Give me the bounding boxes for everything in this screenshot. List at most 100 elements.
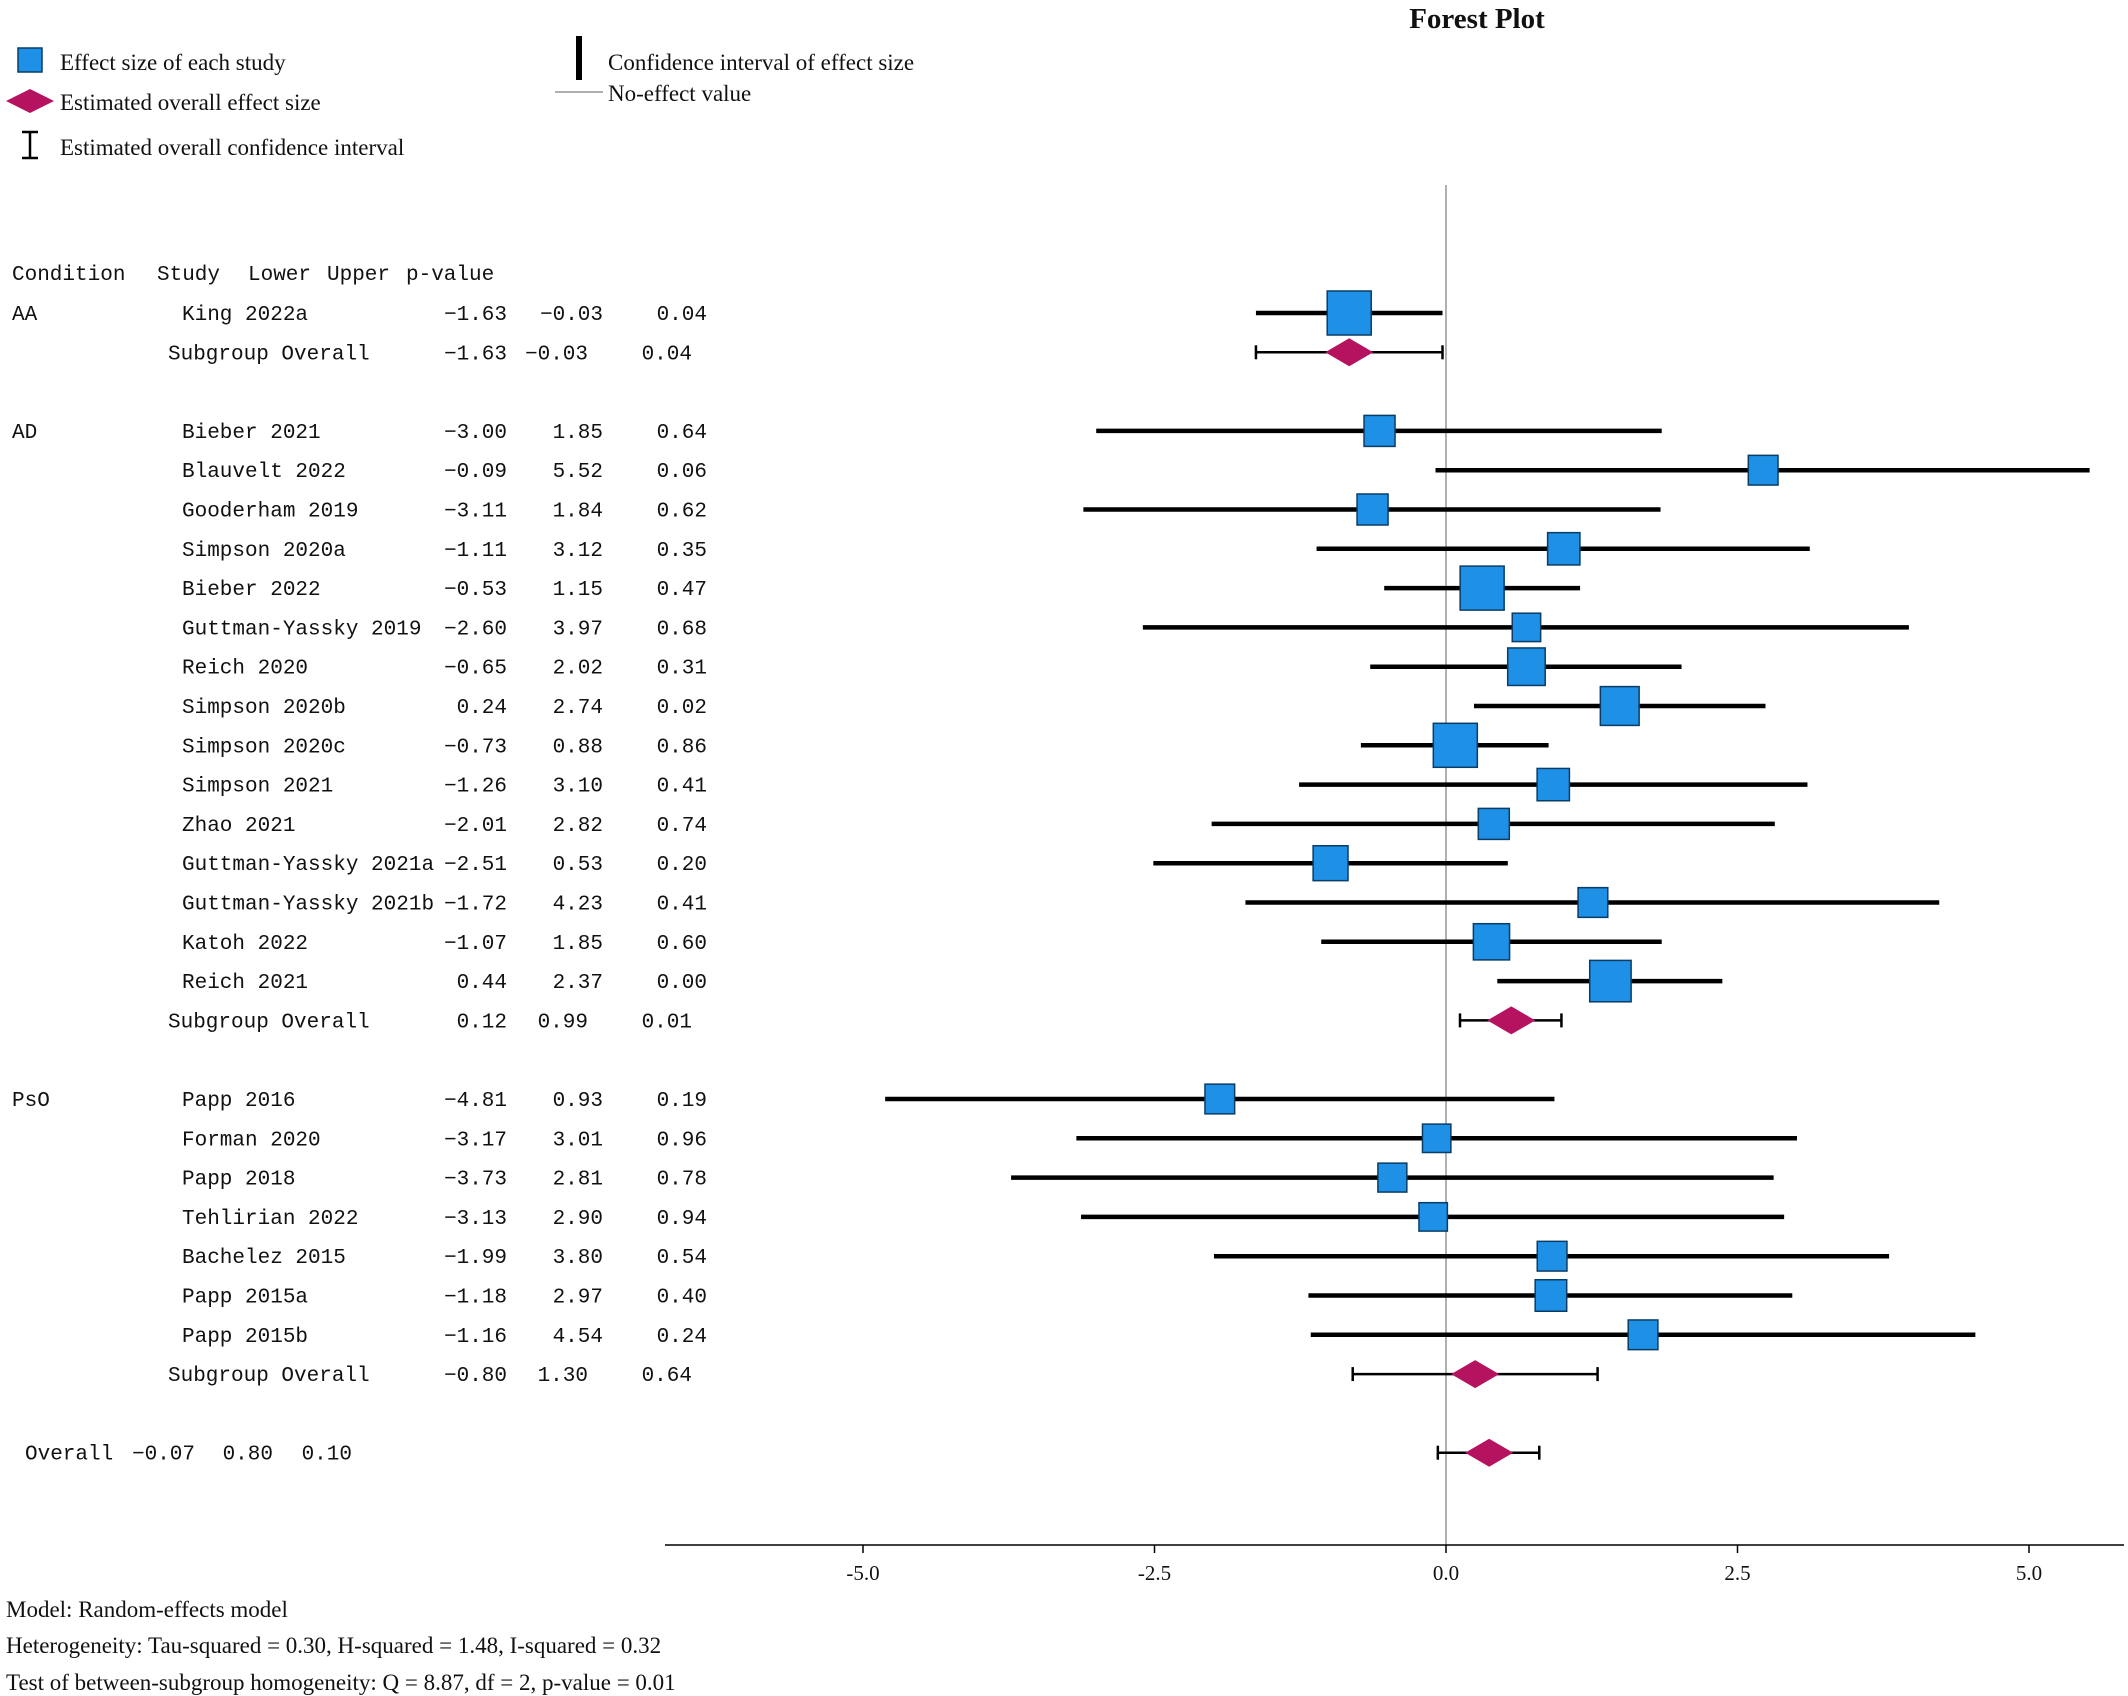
study-p-value: 0.78 xyxy=(657,1169,707,1192)
study-effect-marker xyxy=(1421,1123,1452,1154)
subgroup-lower: 0.12 xyxy=(457,1011,507,1034)
study-lower: −2.01 xyxy=(444,815,507,838)
study-p-value: 0.68 xyxy=(657,618,707,641)
study-upper: 0.88 xyxy=(553,736,603,759)
study-p-value: 0.41 xyxy=(657,894,707,917)
study-row: AA King 2022a −1.63 −0.03 0.04 xyxy=(12,290,1443,336)
subgroup-lower: −0.80 xyxy=(444,1365,507,1388)
legend-overall-effect-label: Estimated overall effect size xyxy=(60,90,321,115)
study-p-value: 0.19 xyxy=(657,1090,707,1113)
study-row: Simpson 2020c −0.73 0.88 0.86 xyxy=(182,722,1549,769)
study-name: Papp 2018 xyxy=(182,1169,295,1192)
study-effect-marker xyxy=(1588,959,1632,1003)
study-upper: 4.54 xyxy=(553,1326,603,1349)
study-effect-marker xyxy=(1377,1162,1408,1193)
legend-overall-ci-marker xyxy=(22,130,38,160)
study-p-value: 0.64 xyxy=(657,422,707,445)
subgroup-upper: −0.03 xyxy=(525,343,588,366)
study-name: Guttman-Yassky 2021b xyxy=(182,894,434,917)
study-p-value: 0.86 xyxy=(657,736,707,759)
study-row: Simpson 2020a −1.11 3.12 0.35 xyxy=(182,531,1810,566)
study-upper: 5.52 xyxy=(553,461,603,484)
study-effect-marker xyxy=(1747,454,1779,486)
legend: Effect size of each study Estimated over… xyxy=(6,36,914,160)
study-effect-marker xyxy=(1599,685,1640,727)
subgroup-p-value: 0.64 xyxy=(642,1365,692,1388)
study-name: Reich 2020 xyxy=(182,658,308,681)
study-row: Simpson 2021 −1.26 3.10 0.41 xyxy=(182,767,1808,802)
study-upper: 1.85 xyxy=(553,933,603,956)
study-lower: −1.26 xyxy=(444,776,507,799)
study-p-value: 0.40 xyxy=(657,1287,707,1310)
study-name: Guttman-Yassky 2021a xyxy=(182,854,434,877)
study-lower: −1.18 xyxy=(444,1287,507,1310)
study-effect-marker xyxy=(1534,1278,1568,1313)
study-lower: −1.99 xyxy=(444,1247,507,1270)
study-upper: 2.02 xyxy=(553,658,603,681)
footer-heterogeneity: Heterogeneity: Tau-squared = 0.30, H-squ… xyxy=(6,1633,661,1658)
subgroup-overall-row: Subgroup Overall −0.80 1.30 0.64 xyxy=(168,1360,1599,1389)
study-effect-marker xyxy=(1326,290,1372,336)
study-effect-marker xyxy=(1477,807,1511,841)
study-lower: −3.73 xyxy=(444,1169,507,1192)
header-upper: Upper xyxy=(327,264,390,287)
study-name: Forman 2020 xyxy=(182,1129,321,1152)
study-p-value: 0.41 xyxy=(657,776,707,799)
study-lower: −1.63 xyxy=(444,304,507,327)
study-effect-marker xyxy=(1356,493,1389,526)
study-effect-marker xyxy=(1536,1240,1568,1272)
study-lower: −1.11 xyxy=(444,540,507,563)
study-upper: 3.12 xyxy=(553,540,603,563)
study-p-value: 0.94 xyxy=(657,1208,707,1231)
study-p-value: 0.35 xyxy=(657,540,707,563)
study-p-value: 0.54 xyxy=(657,1247,707,1270)
study-row: Gooderham 2019 −3.11 1.84 0.62 xyxy=(182,493,1661,526)
study-p-value: 0.62 xyxy=(657,501,707,524)
subgroup-p-value: 0.01 xyxy=(642,1011,692,1034)
subgroup-label: Subgroup Overall xyxy=(168,343,370,366)
condition-label: AA xyxy=(12,304,38,327)
subgroup-overall-row: Subgroup Overall 0.12 0.99 0.01 xyxy=(168,1006,1563,1035)
study-row: AD Bieber 2021 −3.00 1.85 0.64 xyxy=(12,414,1662,448)
x-tick-label: 0.0 xyxy=(1433,1561,1459,1585)
study-lower: 0.44 xyxy=(457,972,507,995)
condition-label: PsO xyxy=(12,1090,50,1113)
subgroup-upper: 1.30 xyxy=(538,1365,588,1388)
study-effect-marker xyxy=(1432,722,1479,769)
study-p-value: 0.04 xyxy=(657,304,707,327)
study-name: Guttman-Yassky 2019 xyxy=(182,618,421,641)
study-lower: 0.24 xyxy=(457,697,507,720)
study-row: Simpson 2020b 0.24 2.74 0.02 xyxy=(182,685,1766,727)
summary-effect-diamond xyxy=(1487,1006,1536,1035)
study-row: Blauvelt 2022 −0.09 5.52 0.06 xyxy=(182,454,2090,486)
summary-effect-diamond xyxy=(1451,1360,1500,1389)
study-lower: −1.72 xyxy=(444,894,507,917)
legend-overall-marker xyxy=(6,89,54,113)
study-effect-marker xyxy=(1536,767,1571,802)
overall-lower: −0.07 xyxy=(132,1444,195,1467)
study-name: Simpson 2020b xyxy=(182,697,346,720)
header-condition: Condition xyxy=(12,264,125,287)
study-effect-marker xyxy=(1546,531,1581,566)
study-lower: −3.13 xyxy=(444,1208,507,1231)
subgroup-label: Subgroup Overall xyxy=(168,1365,370,1388)
study-p-value: 0.31 xyxy=(657,658,707,681)
footer-model: Model: Random-effects model xyxy=(6,1597,288,1622)
study-upper: 2.97 xyxy=(553,1287,603,1310)
summary-effect-diamond xyxy=(1325,338,1374,367)
legend-study-effect-label: Effect size of each study xyxy=(60,50,286,75)
study-lower: −4.81 xyxy=(444,1090,507,1113)
subgroup-upper: 0.99 xyxy=(538,1011,588,1034)
study-name: Tehlirian 2022 xyxy=(182,1208,358,1231)
study-name: Bieber 2022 xyxy=(182,579,321,602)
study-effect-marker xyxy=(1577,886,1609,919)
study-upper: −0.03 xyxy=(540,304,603,327)
overall-row: Overall −0.07 0.80 0.10 xyxy=(25,1438,1541,1467)
study-name: Bachelez 2015 xyxy=(182,1247,346,1270)
study-p-value: 0.06 xyxy=(657,461,707,484)
study-upper: 1.85 xyxy=(553,422,603,445)
study-p-value: 0.00 xyxy=(657,972,707,995)
study-name: Simpson 2020a xyxy=(182,540,346,563)
